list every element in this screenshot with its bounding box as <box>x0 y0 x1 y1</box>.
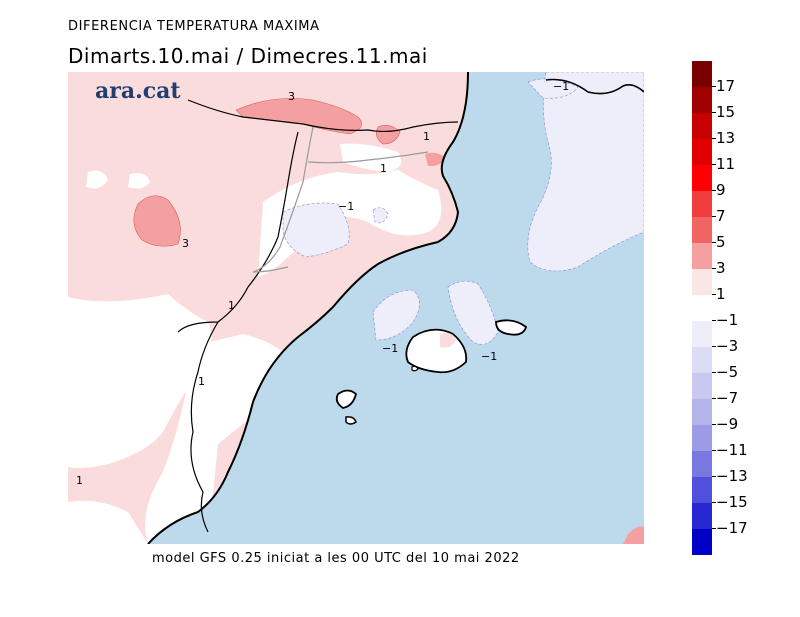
legend-label: 11 <box>711 155 736 173</box>
legend-label: 3 <box>712 259 726 277</box>
land-zone-neutral <box>86 170 108 189</box>
logo: ara.cat <box>95 78 181 104</box>
island-eivissa <box>335 389 358 409</box>
legend-swatch <box>692 191 712 217</box>
land-zone-neutral <box>128 173 150 189</box>
legend-swatch <box>692 269 712 295</box>
legend-swatch <box>692 321 712 347</box>
model-caption: model GFS 0.25 iniciat a les 00 UTC del … <box>152 551 520 566</box>
contour-label: 1 <box>423 130 430 143</box>
province-border <box>252 266 289 273</box>
legend-swatch <box>692 347 712 373</box>
legend-swatch <box>692 503 712 529</box>
legend-label: 5 <box>712 233 726 251</box>
anomaly-zone-neg1 <box>527 78 579 99</box>
legend-swatch <box>692 529 712 555</box>
legend-swatch <box>692 113 712 139</box>
legend-label: −17 <box>712 519 748 537</box>
legend-label: 9 <box>712 181 726 199</box>
province-border <box>252 126 314 273</box>
anomaly-zone-3 <box>133 195 181 247</box>
anomaly-zone-3 <box>623 526 644 544</box>
contour-label: 3 <box>182 237 189 250</box>
legend-swatch <box>692 373 712 399</box>
legend-label: −1 <box>711 311 739 329</box>
anomaly-zone-neg1 <box>447 280 499 345</box>
contour-label: 1 <box>198 375 205 388</box>
legend-swatch <box>692 217 712 243</box>
legend-swatch <box>692 165 712 191</box>
legend-swatch <box>692 399 712 425</box>
border-catalonia-aragon <box>177 131 299 333</box>
contour-label: 3 <box>288 90 295 103</box>
contour-label: −1 <box>382 342 398 355</box>
contour-label: −1 <box>481 350 497 363</box>
anomaly-zone-neg1 <box>372 289 420 341</box>
chart-title: DIFERENCIA TEMPERATURA MAXIMA <box>68 19 320 34</box>
legend-swatch <box>692 87 712 113</box>
legend-label: −9 <box>711 415 739 433</box>
land-zone-neutral <box>68 500 148 544</box>
anomaly-zone-neg1 <box>527 72 644 272</box>
island-cabrera <box>411 365 419 372</box>
legend-label: 17 <box>711 77 736 95</box>
contour-label: 1 <box>380 162 387 175</box>
legend-swatch <box>692 139 712 165</box>
province-border <box>307 151 429 164</box>
anomaly-zone-3 <box>425 152 446 167</box>
land-zone-neutral <box>68 294 212 468</box>
land-zone-neutral <box>145 334 283 544</box>
date-range: Dimarts.10.mai / Dimecres.11.mai <box>68 44 428 68</box>
legend-label: −3 <box>711 337 739 355</box>
contour-label: −1 <box>338 200 354 213</box>
legend-label: −7 <box>711 389 739 407</box>
anomaly-zone-neg1 <box>372 207 389 224</box>
legend-label: 15 <box>711 103 736 121</box>
legend-label: 13 <box>711 129 736 147</box>
map-svg: 3 1 1 −1 3 1 1 1 −1 −1 −1 <box>68 72 644 544</box>
land-zone-neutral <box>344 147 370 163</box>
legend-swatch <box>692 477 712 503</box>
legend-swatch <box>692 295 712 321</box>
contour-label: −1 <box>553 80 569 93</box>
island-formentera <box>345 416 357 425</box>
anomaly-zone-1 <box>440 332 456 348</box>
contour-label: 1 <box>76 474 83 487</box>
anomaly-zone-neg1 <box>282 202 350 258</box>
legend-swatch <box>692 61 712 87</box>
legend-label: −15 <box>712 493 748 511</box>
contour-label: 1 <box>228 299 235 312</box>
legend-label: 7 <box>712 207 726 225</box>
legend-label: −5 <box>711 363 739 381</box>
legend-label: −13 <box>712 467 748 485</box>
legend-label: −11 <box>712 441 748 459</box>
legend-swatch <box>692 425 712 451</box>
border-france <box>187 99 459 133</box>
map-panel: 3 1 1 −1 3 1 1 1 −1 −1 −1 <box>68 72 644 544</box>
legend-label: 1 <box>712 285 726 303</box>
legend-swatch <box>692 451 712 477</box>
island-menorca <box>495 319 528 336</box>
coastline <box>147 72 469 544</box>
land-zone-neutral <box>258 170 442 277</box>
anomaly-zone-3 <box>376 125 401 145</box>
coastline-france <box>545 78 644 95</box>
legend-swatch <box>692 243 712 269</box>
border-valencia <box>190 321 219 533</box>
